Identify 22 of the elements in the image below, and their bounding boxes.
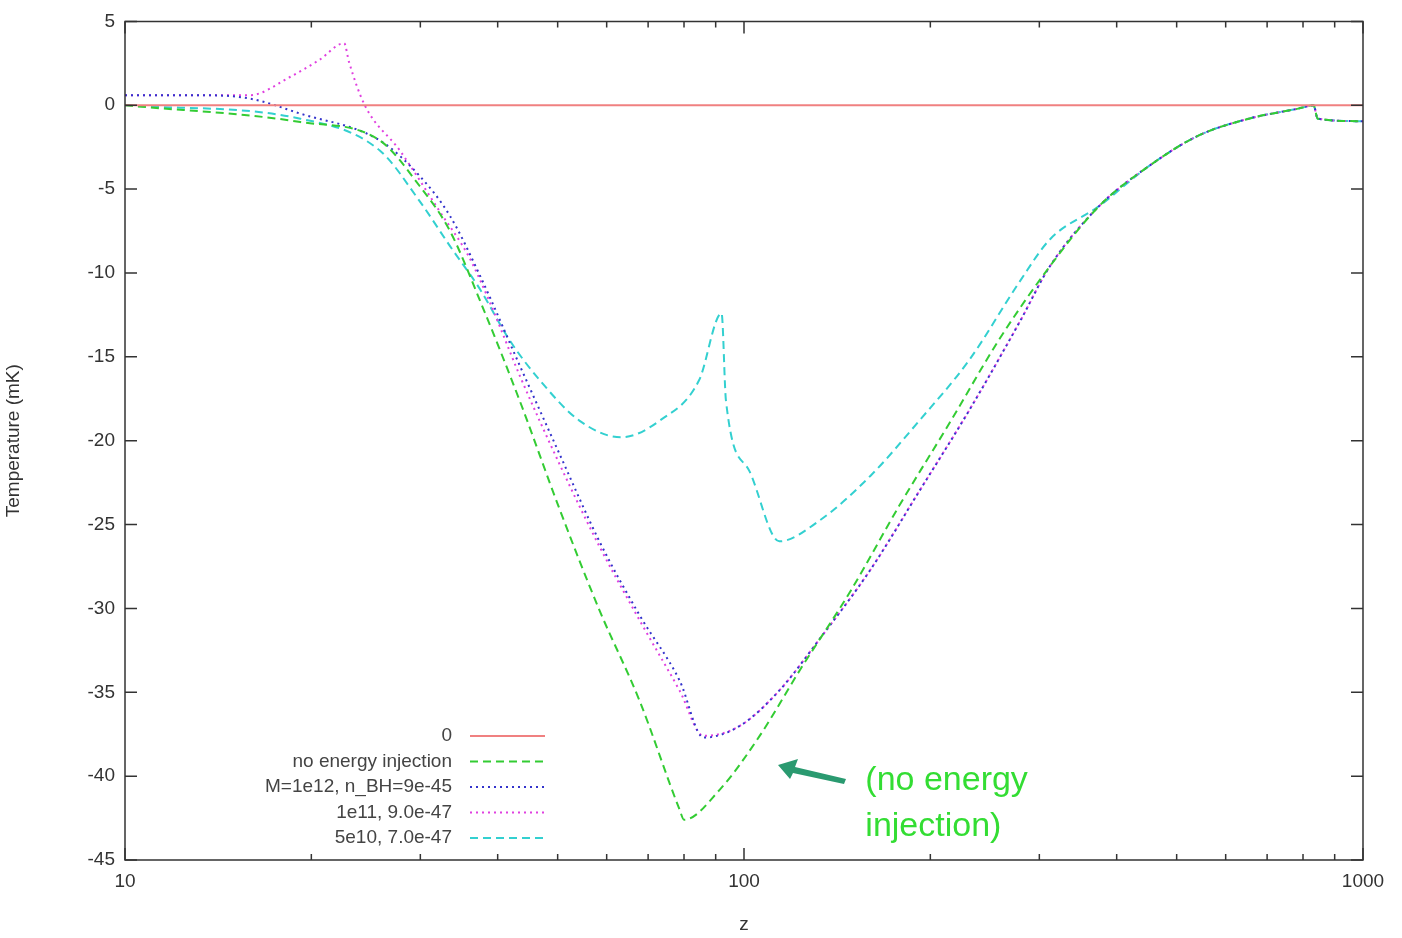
x-tick-label: 100 bbox=[728, 869, 760, 891]
y-tick-label: -35 bbox=[87, 680, 115, 702]
legend-label: 1e11, 9.0e-47 bbox=[336, 800, 452, 822]
annotation: (no energy injection) bbox=[865, 758, 1028, 843]
y-tick-label: -20 bbox=[87, 428, 115, 450]
legend-label: no energy injection bbox=[292, 749, 452, 771]
x-tick-label: 10 bbox=[114, 869, 136, 891]
x-axis-title: z bbox=[739, 912, 749, 934]
legend-label: 5e10, 7.0e-47 bbox=[334, 826, 452, 848]
y-tick-label: -5 bbox=[98, 177, 115, 199]
legend-label: 0 bbox=[441, 724, 452, 746]
y-tick-label: 0 bbox=[104, 93, 115, 115]
y-axis-title: Temperature (mK) bbox=[1, 364, 23, 518]
legend-label: M=1e12, n_BH=9e-45 bbox=[265, 775, 452, 798]
y-tick-label: 5 bbox=[104, 9, 115, 31]
y-tick-label: -10 bbox=[87, 261, 115, 283]
y-tick-label: -15 bbox=[87, 345, 115, 367]
y-tick-label: -40 bbox=[87, 764, 115, 786]
y-tick-label: -25 bbox=[87, 512, 115, 534]
y-tick-label: -45 bbox=[87, 848, 115, 870]
y-tick-label: -30 bbox=[87, 596, 115, 618]
x-tick-label: 1000 bbox=[1341, 869, 1385, 891]
